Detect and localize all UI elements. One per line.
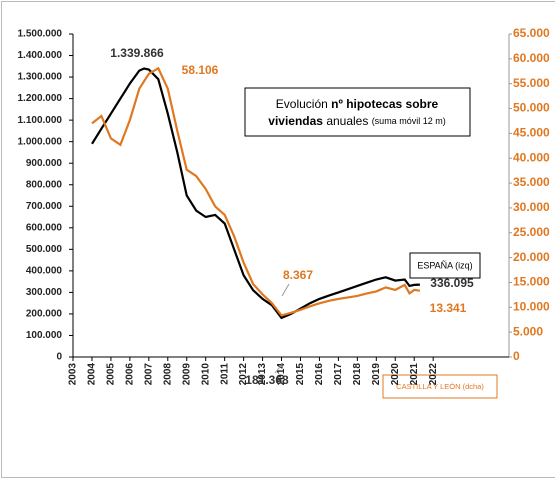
legend-label: CASTILLA Y LEÓN (dcha) — [396, 382, 484, 391]
y-tick-label: 100.000 — [26, 330, 63, 341]
y-tick-label: 800.000 — [26, 179, 63, 190]
x-tick-label: 2007 — [143, 363, 154, 386]
legend-box — [409, 252, 481, 279]
x-tick-label: 2008 — [162, 363, 173, 386]
x-tick-label: 2017 — [333, 363, 344, 386]
y2-tick-label: 5.000 — [513, 324, 543, 338]
legend-box — [382, 374, 498, 399]
y-tick-label: 1.200.000 — [18, 93, 63, 104]
y-tick-label: 1.100.000 — [18, 115, 63, 126]
x-tick-label: 2016 — [314, 363, 325, 386]
x-tick-label: 2005 — [106, 363, 117, 386]
y2-tick-label: 45.000 — [513, 126, 550, 140]
x-tick-label: 2003 — [68, 363, 79, 386]
y-tick-label: 1.300.000 — [18, 72, 63, 83]
y2-tick-label: 55.000 — [513, 76, 550, 90]
y2-tick-label: 15.000 — [513, 275, 550, 289]
y-tick-label: 600.000 — [26, 222, 63, 233]
series-line — [91, 67, 420, 320]
y-tick-label: 300.000 — [26, 287, 63, 298]
x-tick-label: 2012 — [238, 363, 249, 386]
chart-title: Evolución nº hipotecas sobre — [276, 97, 439, 111]
y2-tick-label: 10.000 — [513, 299, 550, 313]
y-tick-label: 1.500.000 — [18, 29, 63, 40]
x-tick-label: 2009 — [181, 363, 192, 386]
y-tick-label: 0 — [56, 352, 62, 363]
x-tick-label: 2014 — [276, 363, 287, 386]
y-tick-label: 400.000 — [26, 266, 63, 277]
x-tick-label: 2019 — [371, 363, 382, 386]
x-tick-label: 2011 — [219, 363, 230, 385]
x-tick-label: 2021 — [409, 363, 420, 386]
annotation: 181.368 — [245, 373, 289, 387]
annotation: 13.341 — [430, 301, 467, 315]
y-tick-label: 1.000.000 — [18, 136, 63, 147]
y2-tick-label: 25.000 — [513, 225, 550, 239]
series-line — [91, 66, 421, 317]
legend-label: ESPAÑA (izq) — [417, 260, 472, 270]
y2-tick-label: 40.000 — [513, 150, 550, 164]
x-tick-label: 2020 — [390, 363, 401, 386]
title-box — [244, 87, 471, 137]
chart-title: viviendas anuales (suma móvil 12 m) — [268, 114, 445, 128]
y-tick-label: 900.000 — [26, 158, 63, 169]
y-tick-label: 1.400.000 — [18, 50, 63, 61]
y-tick-label: 500.000 — [26, 244, 63, 255]
annotation: 58.106 — [182, 63, 219, 77]
annotation: 8.367 — [283, 268, 313, 282]
annotation: 336.095 — [430, 276, 474, 290]
y2-tick-label: 50.000 — [513, 101, 550, 115]
x-tick-label: 2006 — [125, 363, 136, 386]
x-tick-label: 2004 — [87, 363, 98, 386]
x-tick-label: 2015 — [295, 363, 306, 386]
x-tick-label: 2022 — [428, 363, 439, 386]
y-tick-label: 700.000 — [26, 201, 63, 212]
y2-tick-label: 60.000 — [513, 51, 550, 65]
x-tick-label: 2013 — [257, 363, 268, 386]
y2-tick-label: 30.000 — [513, 200, 550, 214]
leader-line — [274, 362, 284, 374]
x-tick-label: 2010 — [200, 363, 211, 386]
x-tick-label: 2018 — [352, 363, 363, 386]
annotation: 1.339.866 — [110, 46, 164, 60]
y2-tick-label: 20.000 — [513, 250, 550, 264]
y2-tick-label: 0 — [513, 349, 520, 363]
y-tick-label: 200.000 — [26, 309, 63, 320]
leader-line — [281, 283, 290, 297]
y2-tick-label: 65.000 — [513, 26, 550, 40]
y2-tick-label: 35.000 — [513, 175, 550, 189]
